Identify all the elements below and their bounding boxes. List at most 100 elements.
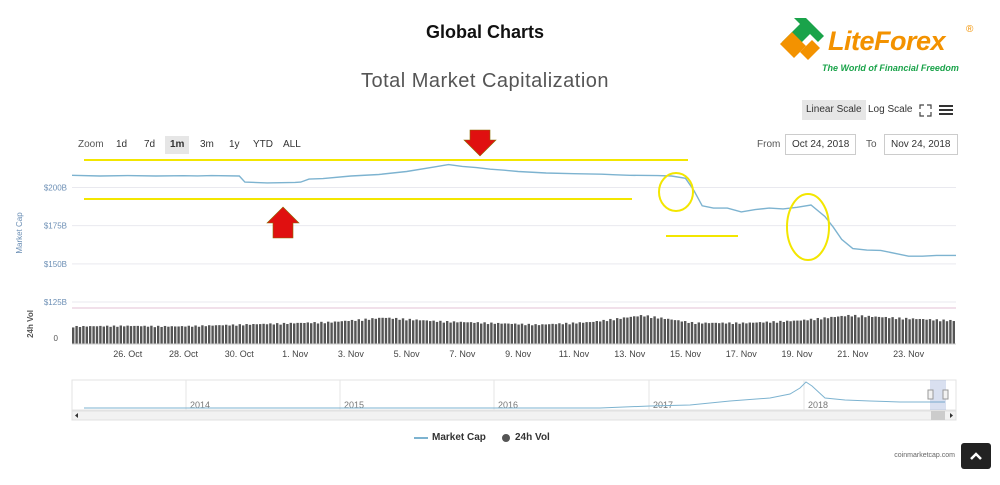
volume-bar xyxy=(123,326,126,344)
volume-bar xyxy=(894,319,898,344)
zoom-ytd-button[interactable]: YTD xyxy=(253,139,273,150)
zoom-all-button[interactable]: ALL xyxy=(283,139,301,150)
log-scale-button[interactable]: Log Scale xyxy=(868,104,913,115)
volume-bar xyxy=(126,325,129,344)
scroll-right-icon xyxy=(950,413,953,418)
volume-bar xyxy=(704,322,707,344)
zoom-3m-button[interactable]: 3m xyxy=(200,139,214,150)
volume-bar xyxy=(446,321,449,344)
legend-volume[interactable]: 24h Vol xyxy=(502,432,550,443)
volume-bar xyxy=(762,322,765,344)
volume-bar xyxy=(143,325,146,344)
volume-bar xyxy=(877,316,881,344)
volume-bar xyxy=(789,321,792,344)
volume-bar xyxy=(874,316,877,344)
volume-bar xyxy=(639,315,643,344)
volume-bar xyxy=(378,317,381,344)
scrollbar-thumb xyxy=(931,411,945,420)
fullscreen-icon[interactable] xyxy=(919,104,932,117)
volume-bar xyxy=(701,323,704,344)
volume-bar xyxy=(602,319,605,344)
volume-bar xyxy=(248,324,252,344)
volume-bar xyxy=(952,321,955,344)
navigator-year-label: 2016 xyxy=(498,400,518,410)
chevron-up-icon xyxy=(970,452,982,460)
volume-bar xyxy=(476,322,479,344)
volume-bar xyxy=(578,322,581,344)
volume-bar xyxy=(466,322,469,344)
liteforex-logo xyxy=(776,10,976,80)
volume-bar xyxy=(755,322,758,344)
volume-bar xyxy=(847,314,850,344)
volume-bar xyxy=(398,319,401,344)
volume-bar xyxy=(310,323,313,344)
volume-bar xyxy=(514,323,517,344)
volume-bar xyxy=(483,322,486,344)
x-tick-label: 13. Nov xyxy=(614,349,646,359)
volume-bar xyxy=(306,322,309,344)
zoom-1m-button[interactable]: 1m xyxy=(165,136,190,154)
volume-bar xyxy=(850,316,853,344)
logo-name: LiteForex xyxy=(828,26,946,56)
zoom-7d-button[interactable]: 7d xyxy=(144,139,156,150)
volume-bar xyxy=(918,318,921,344)
zoom-1y-button[interactable]: 1y xyxy=(229,139,240,150)
volume-bar xyxy=(160,326,163,344)
page-title: Global Charts xyxy=(425,22,545,42)
volume-bar xyxy=(150,325,153,344)
volume-bar xyxy=(622,317,626,344)
volume-bar xyxy=(432,320,435,344)
volume-bar xyxy=(337,321,340,344)
volume-bar xyxy=(429,321,432,344)
volume-bar xyxy=(282,322,286,344)
volume-bar xyxy=(109,326,112,344)
volume-bar xyxy=(415,319,418,344)
zoom-1d-button[interactable]: 1d xyxy=(116,139,128,150)
y-tick-label: $150B xyxy=(44,260,67,269)
volume-bar xyxy=(898,317,901,344)
volume-bar xyxy=(769,322,772,344)
volume-bar xyxy=(463,322,466,344)
volume-bar xyxy=(772,321,775,344)
volume-bar xyxy=(286,324,289,344)
volume-bar xyxy=(633,316,636,344)
navigator xyxy=(71,379,957,411)
volume-bar xyxy=(194,325,197,344)
volume-bar xyxy=(72,327,75,344)
volume-bar xyxy=(238,324,241,344)
volume-bar xyxy=(935,319,938,344)
to-date-input[interactable]: Nov 24, 2018 xyxy=(884,134,958,155)
legend-market-cap[interactable]: Market Cap xyxy=(414,432,486,443)
volume-bar xyxy=(527,323,530,344)
linear-scale-button[interactable]: Linear Scale xyxy=(802,100,866,120)
volume-bar xyxy=(537,325,541,344)
volume-bar xyxy=(684,321,687,344)
volume-bar xyxy=(541,324,544,344)
volume-bar xyxy=(745,323,748,344)
volume-bar xyxy=(422,320,425,344)
volume-bar xyxy=(595,321,598,344)
volume-bar xyxy=(316,323,320,344)
volume-bar xyxy=(456,322,459,344)
volume-bar xyxy=(860,315,864,344)
legend-volume-label: 24h Vol xyxy=(515,432,550,443)
from-date-input[interactable]: Oct 24, 2018 xyxy=(785,134,857,155)
volume-bar xyxy=(153,327,156,344)
volume-zero-label: 0 xyxy=(54,334,59,343)
volume-bar xyxy=(697,322,700,344)
volume-bar xyxy=(269,323,272,344)
scroll-top-button[interactable] xyxy=(961,443,991,469)
volume-bar xyxy=(718,323,721,344)
volume-bar xyxy=(599,321,602,344)
credit-text[interactable]: coinmarketcap.com xyxy=(894,452,955,459)
volume-bar xyxy=(660,317,663,344)
from-label: From xyxy=(757,139,781,150)
volume-bar xyxy=(548,324,551,344)
volume-bar xyxy=(646,315,649,344)
volume-bar xyxy=(129,326,133,344)
volume-bar xyxy=(299,322,303,344)
volume-bar xyxy=(854,314,857,344)
volume-bar xyxy=(391,318,394,344)
menu-icon[interactable] xyxy=(939,104,953,116)
